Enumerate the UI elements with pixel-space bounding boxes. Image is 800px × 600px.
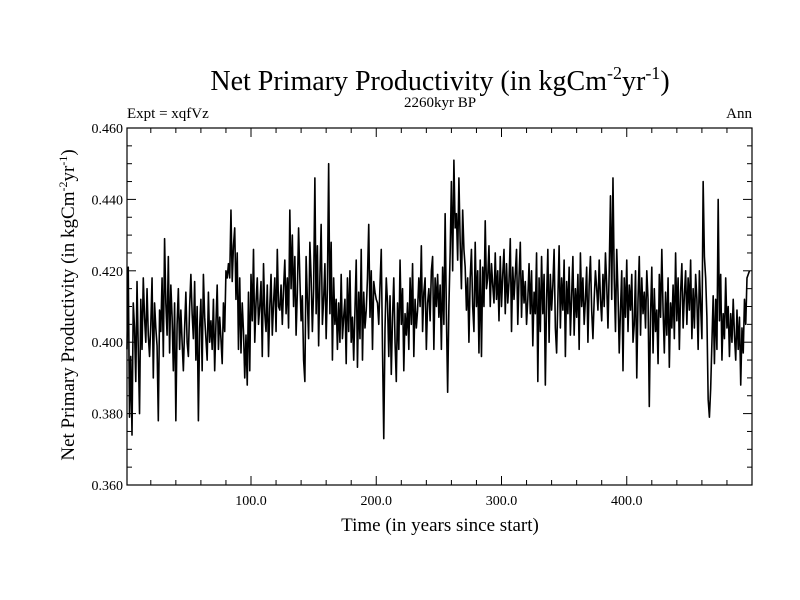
experiment-label: Expt = xqfVz <box>127 106 209 122</box>
y-tick-label: 0.380 <box>92 408 124 423</box>
season-label: Ann <box>726 106 752 122</box>
y-tick-label: 0.440 <box>92 193 124 208</box>
x-tick-label: 400.0 <box>611 494 643 509</box>
y-tick-label: 0.360 <box>92 479 124 494</box>
y-tick-label: 0.420 <box>92 265 124 280</box>
period-label: 2260kyr BP <box>404 95 476 111</box>
y-tick-label: 0.400 <box>92 336 124 351</box>
axis-tick-labels: 100.0 200.0 300.0 400.0 0.360 0.380 0.400 0.420… <box>92 122 643 509</box>
y-tick-label: 0.460 <box>92 122 124 137</box>
x-tick-label: 300.0 <box>486 494 518 509</box>
y-axis-label: Net Primary Productivity (in kgCm-2yr-1) <box>56 149 79 460</box>
x-axis-label: Time (in years since start) <box>341 515 539 536</box>
npp-series-line <box>126 159 751 440</box>
chart-title: Net Primary Productivity (in kgCm-2yr-1) <box>210 63 669 97</box>
x-tick-label: 200.0 <box>360 494 392 509</box>
x-tick-label: 100.0 <box>235 494 267 509</box>
